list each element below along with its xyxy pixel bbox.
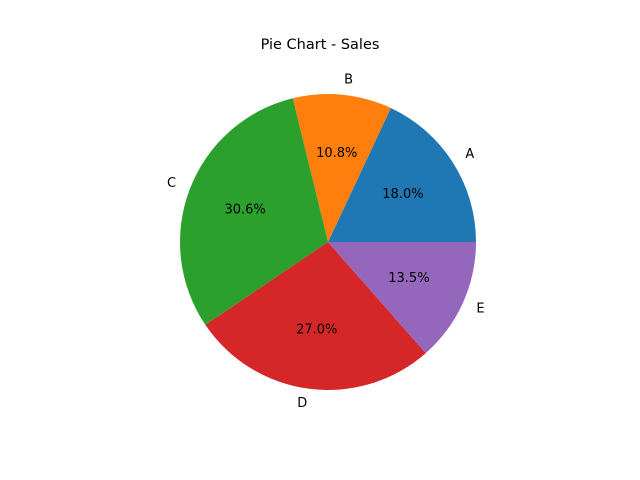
chart-title: Pie Chart - Sales bbox=[261, 37, 380, 53]
percent-label-d: 27.0% bbox=[296, 323, 337, 338]
percent-label-a: 18.0% bbox=[382, 187, 423, 202]
slice-label-c: C bbox=[167, 176, 176, 191]
pie-labels: A 18.0% B 10.8% C 30.6% D 27.0% E 13.5% bbox=[167, 73, 485, 411]
pie-slice-a bbox=[328, 108, 476, 242]
pie-slice-c bbox=[179, 98, 328, 325]
percent-label-e: 13.5% bbox=[388, 271, 429, 286]
slice-label-d: D bbox=[297, 396, 307, 411]
percent-label-b: 10.8% bbox=[316, 146, 357, 161]
pie-slice-e bbox=[328, 242, 476, 354]
pie-slice-b bbox=[292, 93, 391, 242]
pie-slices bbox=[179, 93, 476, 391]
slice-label-b: B bbox=[344, 73, 353, 88]
pie-slice-d bbox=[205, 242, 426, 391]
percent-label-c: 30.6% bbox=[224, 203, 265, 218]
slice-label-a: A bbox=[465, 147, 474, 162]
slice-label-e: E bbox=[476, 302, 484, 317]
